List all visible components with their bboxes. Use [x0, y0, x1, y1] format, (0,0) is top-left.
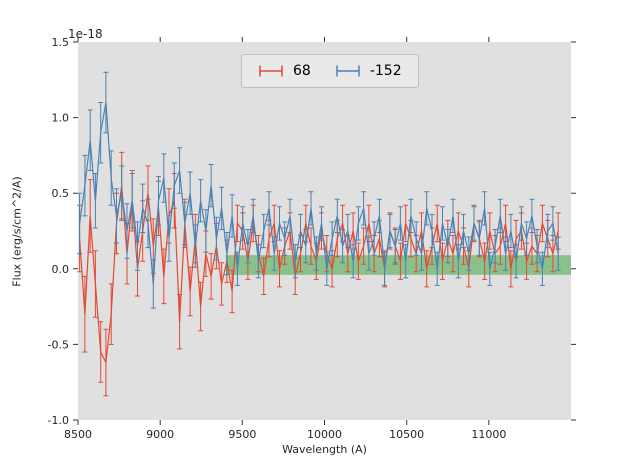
y-tick-label: 1.0	[52, 112, 70, 125]
axis-ticks	[73, 37, 576, 425]
y-tick-label: 0.5	[52, 187, 70, 200]
legend-item--152: -152	[335, 63, 402, 79]
y-tick-label: 0.0	[52, 263, 70, 276]
x-tick-label: 9000	[146, 428, 174, 441]
errorbar-glyph-blue	[336, 65, 360, 77]
legend-label: 68	[293, 63, 311, 79]
series-line--152	[79, 102, 559, 284]
legend: 68 -152	[241, 54, 419, 88]
y-tick-label: -1.0	[48, 414, 69, 427]
y-tick-label: -0.5	[48, 338, 69, 351]
x-tick-label: 11000	[471, 428, 506, 441]
x-axis-label: Wavelength (A)	[282, 443, 367, 456]
axis-offset-text: 1e-18	[68, 27, 103, 41]
x-tick-label: 10000	[307, 428, 342, 441]
x-tick-label: 9500	[228, 428, 256, 441]
errorbar-glyph-red	[259, 65, 283, 77]
y-tick-label: 1.5	[52, 36, 70, 49]
x-tick-label: 10500	[389, 428, 424, 441]
legend-label: -152	[369, 63, 402, 79]
legend-item-68: 68	[258, 63, 311, 79]
x-tick-label: 8500	[64, 428, 92, 441]
